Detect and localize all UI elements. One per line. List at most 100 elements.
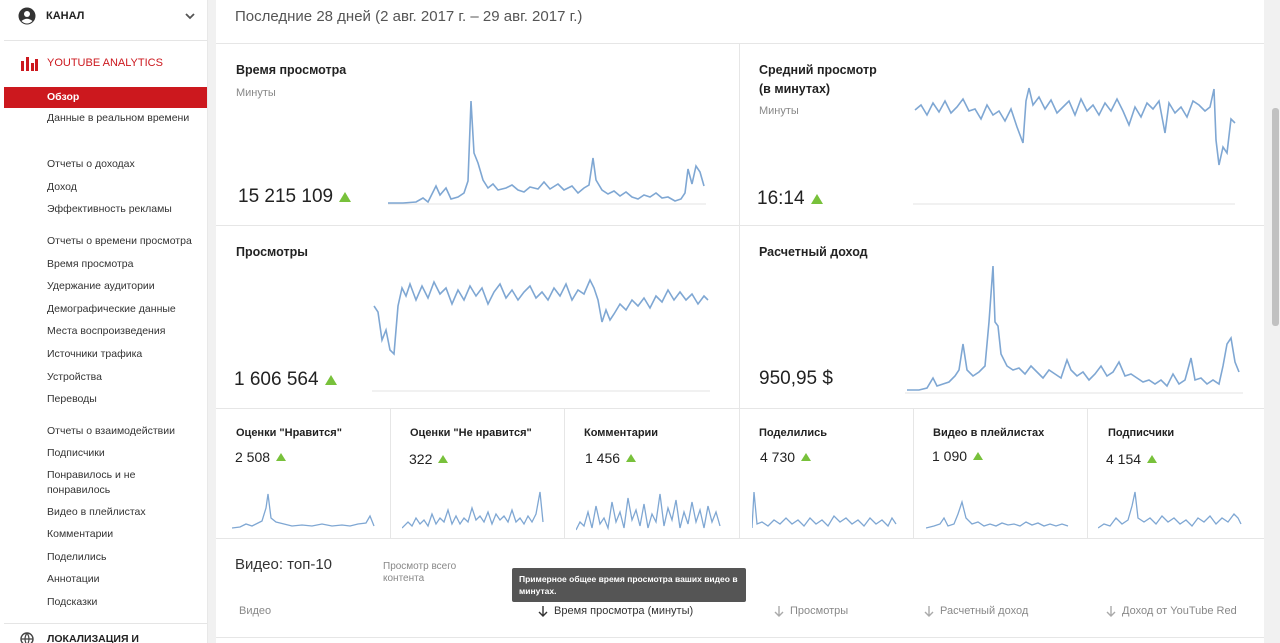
divider bbox=[739, 408, 740, 538]
sidebar-item-revenue[interactable]: Доход bbox=[47, 181, 77, 193]
sidebar-item-watchtime[interactable]: Время просмотра bbox=[47, 258, 134, 270]
column-watch-time[interactable]: Время просмотра (минуты) bbox=[538, 605, 693, 617]
sidebar-item-ad-performance[interactable]: Эффективность рекламы bbox=[47, 203, 172, 215]
small-card-value: 1 456 bbox=[585, 450, 637, 466]
sidebar-active-highlight bbox=[4, 87, 207, 108]
top10-filter-link[interactable]: Просмотр всего контента bbox=[383, 561, 457, 584]
sidebar-item-playlists[interactable]: Видео в плейлистах bbox=[47, 506, 146, 518]
card-title: Время просмотра bbox=[236, 63, 347, 77]
card-title: Просмотры bbox=[236, 245, 308, 259]
card-subtitle: Минуты bbox=[759, 105, 799, 117]
views-chart bbox=[372, 278, 710, 392]
period-label: Последние 28 дней (2 авг. 2017 г. – 29 а… bbox=[235, 8, 583, 25]
revenue-value: 950,95 $ bbox=[759, 368, 833, 389]
trend-up-icon bbox=[324, 375, 337, 385]
column-views[interactable]: Просмотры bbox=[774, 605, 848, 617]
trend-up-icon bbox=[626, 454, 637, 462]
account-circle-icon bbox=[18, 7, 36, 25]
sidebar-item-likes-dislikes[interactable]: Понравилось и не понравилось bbox=[47, 469, 136, 496]
likes-value: 2 508 bbox=[235, 449, 271, 465]
small-card-title: Видео в плейлистах bbox=[933, 427, 1045, 439]
divider bbox=[216, 637, 1264, 638]
column-label: Видео bbox=[239, 605, 272, 617]
small-card-title: Поделились bbox=[759, 427, 827, 439]
small-card-title: Комментарии bbox=[584, 427, 659, 439]
watch-time-chart bbox=[388, 100, 706, 205]
sidebar-item-translations[interactable]: Переводы bbox=[47, 393, 97, 405]
likes-chart bbox=[232, 493, 375, 529]
small-card-title: Оценки "Нравится" bbox=[236, 427, 342, 439]
column-youtube-red-revenue[interactable]: Доход от YouTube Red bbox=[1106, 605, 1237, 617]
trend-up-icon bbox=[810, 194, 823, 204]
watch-time-value: 15 215 109 bbox=[238, 186, 334, 207]
main-panel: Последние 28 дней (2 авг. 2017 г. – 29 а… bbox=[216, 0, 1264, 643]
sidebar-item-retention[interactable]: Удержание аудитории bbox=[47, 280, 155, 292]
sidebar-item-engagement-reports[interactable]: Отчеты о взаимодействии bbox=[47, 425, 175, 437]
sidebar-divider bbox=[4, 623, 207, 624]
sidebar-item-revenue-reports[interactable]: Отчеты о доходах bbox=[47, 158, 135, 170]
top10-title: Видео: топ-10 bbox=[235, 556, 333, 573]
sidebar-item-sharing[interactable]: Поделились bbox=[47, 551, 107, 563]
sidebar-item-realtime[interactable]: Данные в реальном времени bbox=[47, 112, 190, 124]
sidebar-item-devices[interactable]: Устройства bbox=[47, 371, 102, 383]
comments-chart bbox=[576, 493, 721, 531]
small-card-title: Оценки "Не нравится" bbox=[410, 427, 532, 439]
divider bbox=[216, 43, 1264, 44]
sidebar: КАНАЛ YOUTUBE ANALYTICS Обзор Данные в р… bbox=[0, 0, 208, 643]
sidebar-item-playback-locations[interactable]: Места воспроизведения bbox=[47, 325, 166, 337]
playlists-chart bbox=[926, 499, 1069, 529]
sidebar-divider bbox=[4, 40, 207, 41]
sidebar-item-annotations[interactable]: Аннотации bbox=[47, 573, 100, 585]
column-label: Расчетный доход bbox=[940, 605, 1029, 617]
sidebar-item-watchtime-reports[interactable]: Отчеты о времени просмотра bbox=[47, 235, 192, 247]
chevron-down-icon[interactable] bbox=[184, 10, 196, 22]
divider bbox=[216, 225, 1264, 226]
playlists-value: 1 090 bbox=[932, 448, 968, 464]
channel-label: КАНАЛ bbox=[46, 10, 85, 22]
small-card-title: Подписчики bbox=[1108, 427, 1175, 439]
dislikes-chart bbox=[402, 491, 544, 529]
subscribers-chart bbox=[1098, 491, 1242, 529]
analytics-menu[interactable]: YOUTUBE ANALYTICS bbox=[20, 55, 163, 71]
divider bbox=[913, 408, 914, 538]
trend-up-icon bbox=[801, 453, 812, 461]
scrollbar-thumb[interactable] bbox=[1272, 108, 1279, 326]
divider bbox=[1087, 408, 1088, 538]
estimated-revenue-chart bbox=[905, 265, 1243, 394]
bar-chart-icon bbox=[21, 57, 38, 71]
views-value: 1 606 564 bbox=[234, 369, 319, 390]
arrow-down-icon bbox=[1106, 606, 1116, 617]
small-card-value: 1 090 bbox=[932, 448, 984, 464]
shares-value: 4 730 bbox=[760, 449, 796, 465]
tooltip: Примерное общее время просмотра ваших ви… bbox=[512, 568, 746, 602]
small-card-value: 4 154 bbox=[1106, 451, 1158, 467]
sidebar-item-overview[interactable]: Обзор bbox=[47, 91, 80, 103]
sidebar-item-traffic-sources[interactable]: Источники трафика bbox=[47, 348, 143, 360]
channel-menu[interactable]: КАНАЛ bbox=[18, 6, 196, 26]
divider bbox=[564, 408, 565, 538]
small-card-value: 4 730 bbox=[760, 449, 812, 465]
analytics-label: YOUTUBE ANALYTICS bbox=[47, 57, 163, 69]
card-title: Расчетный доход bbox=[759, 245, 868, 259]
divider bbox=[216, 538, 1264, 539]
sidebar-item-localization[interactable]: ЛОКАЛИЗАЦИЯ И bbox=[20, 632, 139, 643]
avg-view-duration-chart bbox=[913, 87, 1236, 205]
sidebar-item-demographics[interactable]: Демографические данные bbox=[47, 303, 176, 315]
card-title: Средний просмотр (в минутах) bbox=[759, 63, 877, 96]
column-video[interactable]: Видео bbox=[239, 605, 271, 617]
small-card-value: 2 508 bbox=[235, 449, 287, 465]
small-card-value: 322 bbox=[409, 451, 449, 467]
sidebar-item-subscribers[interactable]: Подписчики bbox=[47, 447, 105, 459]
column-revenue[interactable]: Расчетный доход bbox=[924, 605, 1028, 617]
shares-chart bbox=[752, 491, 897, 529]
card-value: 16:14 bbox=[757, 188, 823, 210]
trend-up-icon bbox=[438, 455, 449, 463]
sidebar-item-comments[interactable]: Комментарии bbox=[47, 528, 114, 540]
column-label: Просмотры bbox=[790, 605, 849, 617]
arrow-down-icon bbox=[924, 606, 934, 617]
sidebar-item-cards[interactable]: Подсказки bbox=[47, 596, 98, 608]
avg-duration-value: 16:14 bbox=[757, 188, 805, 209]
card-value: 950,95 $ bbox=[759, 368, 833, 390]
arrow-down-icon bbox=[774, 606, 784, 617]
subscribers-value: 4 154 bbox=[1106, 451, 1142, 467]
